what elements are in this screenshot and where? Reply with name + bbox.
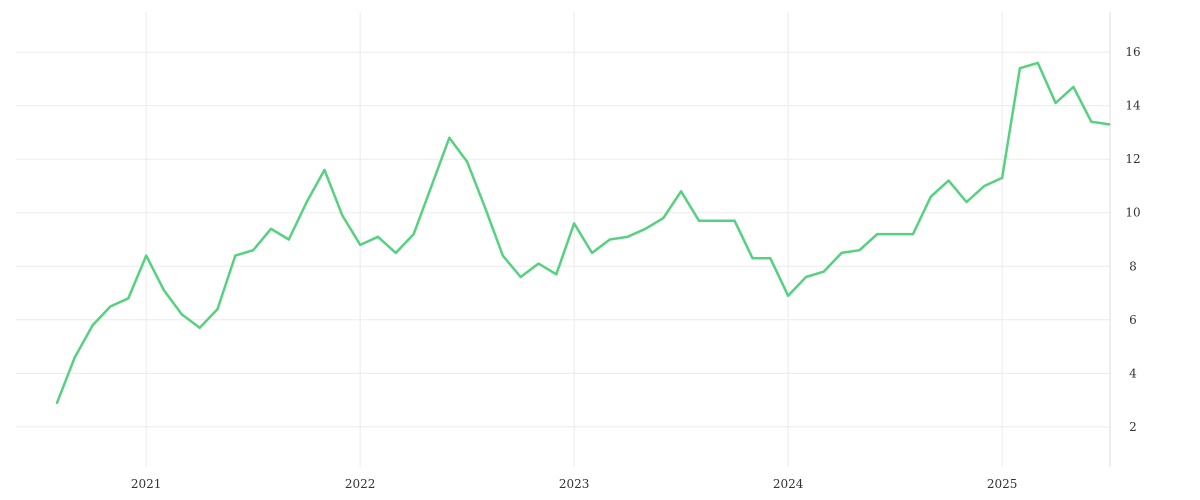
y-tick-label: 8: [1129, 259, 1137, 273]
x-tick-label: 2024: [773, 477, 804, 491]
y-tick-label: 10: [1125, 206, 1140, 220]
x-tick-label: 2021: [131, 477, 162, 491]
x-tick-label: 2023: [559, 477, 590, 491]
x-tick-label: 2025: [987, 477, 1018, 491]
grid-layer: [16, 12, 1110, 467]
y-tick-label: 14: [1125, 99, 1141, 113]
y-tick-label: 4: [1129, 366, 1137, 380]
label-layer: 2 4 6 8 10 12 14 16 2021 2022 2023 2024 2025: [131, 45, 1141, 491]
y-tick-label: 12: [1125, 152, 1140, 166]
series-line: [55, 61, 1111, 405]
y-tick-label: 6: [1129, 313, 1137, 327]
y-tick-label: 2: [1129, 420, 1137, 434]
y-tick-label: 16: [1125, 45, 1140, 59]
x-tick-label: 2022: [345, 477, 376, 491]
series-layer: [55, 61, 1111, 405]
